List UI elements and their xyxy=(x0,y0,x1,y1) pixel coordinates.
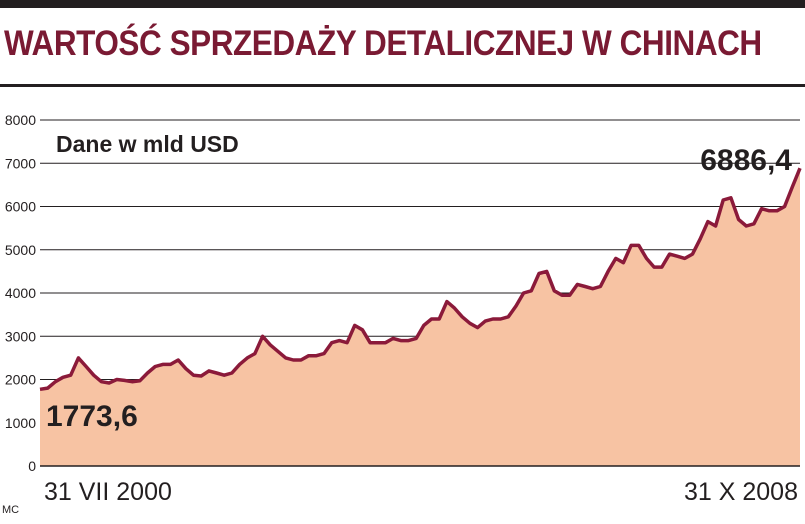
x-start-label: 31 VII 2000 xyxy=(44,478,172,506)
y-tick-label: 4000 xyxy=(5,285,36,301)
y-tick-label: 2000 xyxy=(5,372,36,388)
y-tick-label: 0 xyxy=(28,458,36,474)
chart-subtitle: Dane w mld USD xyxy=(56,131,239,157)
credit-label: MC xyxy=(2,504,20,516)
y-tick-label: 8000 xyxy=(5,112,36,128)
title-rule xyxy=(0,84,805,87)
y-tick-label: 5000 xyxy=(5,242,36,258)
y-tick-label: 6000 xyxy=(5,199,36,215)
y-tick-label: 1000 xyxy=(5,415,36,431)
start-value-label: 1773,6 xyxy=(46,400,138,433)
y-tick-labels: 0 1000 2000 3000 4000 5000 6000 7000 8000 xyxy=(5,112,36,474)
end-value-label: 6886,4 xyxy=(700,144,792,177)
top-bar xyxy=(0,0,805,8)
area-fill xyxy=(40,168,800,466)
series-line xyxy=(39,167,802,392)
y-tick-label: 7000 xyxy=(5,155,36,171)
chart-title: WARTOŚĆ SPRZEDAŻY DETALICZNEJ W CHINACH xyxy=(4,24,762,63)
y-tick-label: 3000 xyxy=(5,328,36,344)
x-end-label: 31 X 2008 xyxy=(684,478,798,506)
